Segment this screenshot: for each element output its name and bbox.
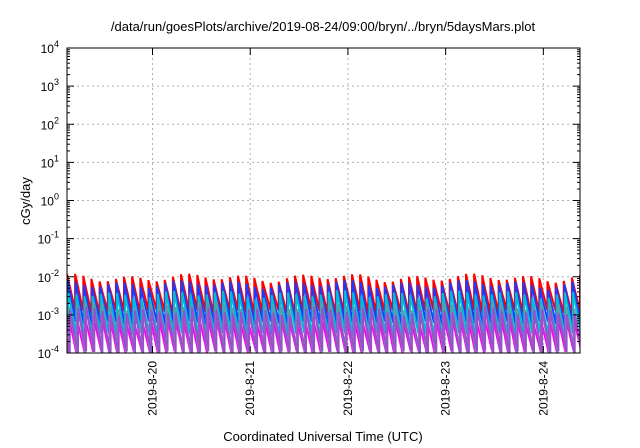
y-tick-exponent: 2	[54, 115, 59, 125]
y-tick-label: 102	[41, 115, 59, 132]
series-line	[67, 306, 580, 353]
y-tick-label: 103	[41, 77, 59, 94]
y-axis-label: cGy/day	[18, 177, 33, 225]
chart-title: /data/run/goesPlots/archive/2019-08-24/0…	[111, 19, 536, 34]
x-tick-label: 2019-8-21	[243, 361, 257, 416]
y-tick-exponent: -1	[51, 230, 59, 240]
series-lines	[67, 273, 580, 353]
x-axis: 2019-8-20 2019-8-21 2019-8-22 2019-8-23 2019…	[146, 48, 550, 416]
y-tick-base: 10	[41, 195, 55, 209]
x-tick-label: 2019-8-23	[439, 361, 453, 416]
y-tick-label: 10-1	[38, 230, 59, 247]
y-tick-base: 10	[38, 347, 52, 361]
x-axis-label: Coordinated Universal Time (UTC)	[223, 429, 422, 444]
y-tick-label: 100	[41, 192, 59, 209]
x-tick-label: 2019-8-22	[341, 361, 355, 416]
x-tick-label: 2019-8-20	[146, 361, 160, 416]
y-tick-label: 10-2	[38, 268, 59, 285]
y-tick-base: 10	[41, 80, 55, 94]
y-tick-exponent: -3	[51, 306, 59, 316]
y-tick-label: 10-3	[38, 306, 59, 323]
series-line	[67, 273, 580, 315]
y-tick-exponent: 3	[54, 77, 59, 87]
y-tick-label: 104	[41, 39, 59, 56]
y-tick-label: 10-4	[38, 344, 59, 361]
y-tick-base: 10	[38, 233, 52, 247]
x-tick-label: 2019-8-24	[536, 361, 550, 416]
y-tick-exponent: -4	[51, 344, 59, 354]
y-tick-base: 10	[38, 309, 52, 323]
y-tick-base: 10	[41, 42, 55, 56]
y-tick-exponent: -2	[51, 268, 59, 278]
y-tick-exponent: 1	[54, 153, 59, 163]
y-tick-exponent: 0	[54, 192, 59, 202]
y-tick-base: 10	[38, 271, 52, 285]
y-tick-exponent: 4	[54, 39, 59, 49]
y-tick-base: 10	[41, 118, 55, 132]
y-tick-label: 101	[41, 153, 59, 170]
series-line	[67, 279, 580, 326]
y-tick-base: 10	[41, 156, 55, 170]
